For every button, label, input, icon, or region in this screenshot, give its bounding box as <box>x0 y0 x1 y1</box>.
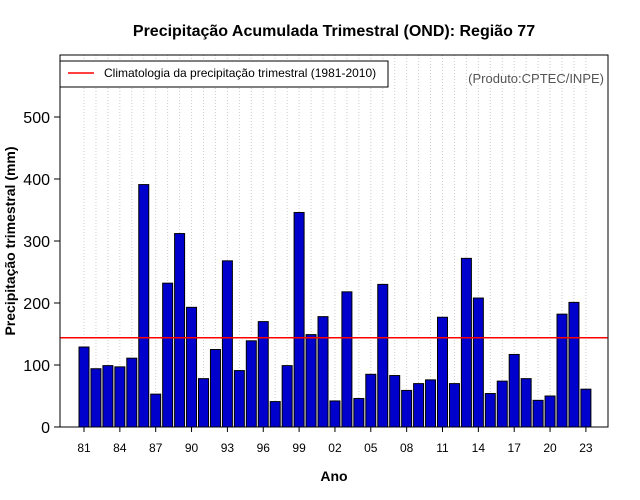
x-tick-label: 81 <box>77 441 91 455</box>
bar-1995 <box>245 340 257 428</box>
bar-1984 <box>114 366 126 428</box>
bars <box>78 184 592 428</box>
x-axis-label: Ano <box>320 468 347 484</box>
x-tick-label: 93 <box>221 441 235 455</box>
bar-1997 <box>269 401 281 428</box>
x-tick-label: 14 <box>472 441 486 455</box>
bar-2003 <box>341 291 353 428</box>
bar-1991 <box>198 378 209 428</box>
x-tick-label: 96 <box>257 441 271 455</box>
bar-1993 <box>221 260 233 428</box>
bar-2020 <box>544 395 556 428</box>
x-tick-label: 02 <box>328 441 342 455</box>
y-tick-label: 300 <box>23 234 50 251</box>
bar-2023 <box>580 388 592 428</box>
bar-1992 <box>209 349 221 428</box>
x-tick-label: 84 <box>113 441 127 455</box>
y-tick-label: 400 <box>23 172 50 189</box>
bar-1990 <box>186 306 198 428</box>
bar-2009 <box>413 383 425 428</box>
x-tick-label: 87 <box>149 441 163 455</box>
bar-2006 <box>377 283 389 428</box>
credit-text: (Produto:CPTEC/INPE) <box>468 71 604 86</box>
legend: Climatologia da precipitação trimestral … <box>59 60 389 88</box>
bar-2018 <box>520 378 532 428</box>
bar-2011 <box>437 316 448 428</box>
x-axis: 81 84 87 90 93 96 99 02 05 08 11 14 17 20 23 <box>77 427 593 455</box>
x-tick-label: 90 <box>185 441 199 455</box>
bar-1983 <box>102 365 114 428</box>
bar-1981 <box>78 346 90 428</box>
bar-1994 <box>233 370 245 428</box>
bar-1998 <box>281 365 293 428</box>
bar-2001 <box>317 316 329 428</box>
bar-2022 <box>568 301 580 428</box>
bar-2004 <box>353 397 365 428</box>
bar-1985 <box>126 357 138 428</box>
x-tick-label: 99 <box>292 441 306 455</box>
bar-2013 <box>460 257 472 428</box>
y-tick-label: 100 <box>23 358 50 375</box>
y-axis-label: Precipitação trimestral (mm) <box>2 146 18 335</box>
x-tick-label: 05 <box>364 441 378 455</box>
x-tick-label: 08 <box>400 441 414 455</box>
bar-1982 <box>90 368 102 428</box>
x-tick-label: 17 <box>508 441 522 455</box>
bar-1987 <box>150 393 162 428</box>
bar-2002 <box>329 400 341 428</box>
bar-2019 <box>532 399 544 428</box>
legend-label: Climatologia da precipitação trimestral … <box>104 66 376 80</box>
bar-1986 <box>138 184 150 428</box>
y-tick-label: 500 <box>23 110 50 127</box>
legend-box <box>59 60 389 88</box>
bar-2015 <box>484 393 496 428</box>
bar-1989 <box>174 233 186 428</box>
bar-2016 <box>496 380 508 428</box>
bar-1999 <box>293 211 305 428</box>
bar-2017 <box>508 353 520 428</box>
bar-2008 <box>401 389 413 428</box>
x-tick-label: 20 <box>543 441 557 455</box>
bar-2000 <box>305 334 317 428</box>
y-tick-label: 200 <box>23 296 50 313</box>
y-tick-label: 0 <box>41 420 50 437</box>
x-tick-label: 11 <box>436 441 449 455</box>
chart-title: Precipitação Acumulada Trimestral (OND):… <box>133 23 535 40</box>
bar-2014 <box>472 297 484 428</box>
bar-1988 <box>162 282 174 428</box>
bar-2007 <box>389 375 401 428</box>
bar-2005 <box>365 373 377 428</box>
y-axis: 0 100 200 300 400 500 <box>23 110 60 437</box>
x-tick-label: 23 <box>579 441 593 455</box>
bar-2010 <box>425 379 437 428</box>
bar-2021 <box>556 313 568 428</box>
bar-2012 <box>448 383 460 428</box>
